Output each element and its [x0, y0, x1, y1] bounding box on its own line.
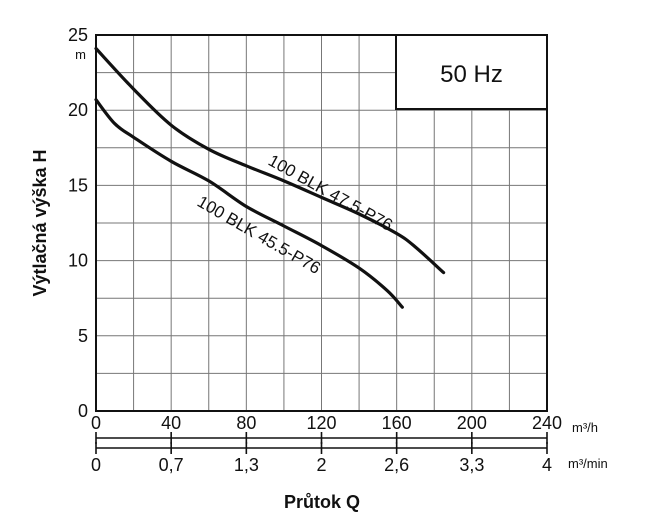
- x-axis-unit-primary: m³/h: [572, 420, 598, 435]
- y-tick-label: 10: [68, 251, 88, 271]
- x-tick-label: 160: [382, 413, 412, 433]
- y-tick-label: 25: [68, 25, 88, 45]
- x-tick-label-secondary: 0: [91, 455, 101, 475]
- frequency-label: 50 Hz: [440, 61, 503, 88]
- x-tick-label: 40: [161, 413, 181, 433]
- x-tick-label: 80: [236, 413, 256, 433]
- x-tick-label: 200: [457, 413, 487, 433]
- y-tick-label: 15: [68, 175, 88, 195]
- x-tick-label: 240: [532, 413, 562, 433]
- x-tick-label-secondary: 3,3: [459, 455, 484, 475]
- x-tick-label: 0: [91, 413, 101, 433]
- y-tick-label: 20: [68, 100, 88, 120]
- frequency-box: [395, 34, 548, 110]
- series-line: [94, 98, 404, 309]
- x-tick-label-secondary: 2,6: [384, 455, 409, 475]
- y-axis-title: Výtlačná výška H: [30, 149, 50, 296]
- y-axis-unit: m: [75, 47, 86, 62]
- series-line: [94, 46, 446, 275]
- x-tick-label-secondary: 2: [316, 455, 326, 475]
- y-tick-label: 0: [78, 401, 88, 421]
- x-tick-label: 120: [306, 413, 336, 433]
- x-tick-label-secondary: 1,3: [234, 455, 259, 475]
- plot-frame: [95, 34, 548, 412]
- y-axis-ticks: 0 5 10 15 20 25: [68, 25, 88, 421]
- x-axis-secondary: 0 0,7 1,3 2 2,6 3,3 4: [91, 442, 552, 475]
- series-label: 100 BLK 47.5-P76: [265, 151, 396, 235]
- x-axis-unit-secondary: m³/min: [568, 456, 608, 471]
- x-tick-label-secondary: 4: [542, 455, 552, 475]
- x-axis-primary: 0 40 80 120 160 200 240: [91, 413, 562, 444]
- x-axis-title: Průtok Q: [284, 492, 360, 512]
- x-tick-label-secondary: 0,7: [159, 455, 184, 475]
- y-tick-label: 5: [78, 326, 88, 346]
